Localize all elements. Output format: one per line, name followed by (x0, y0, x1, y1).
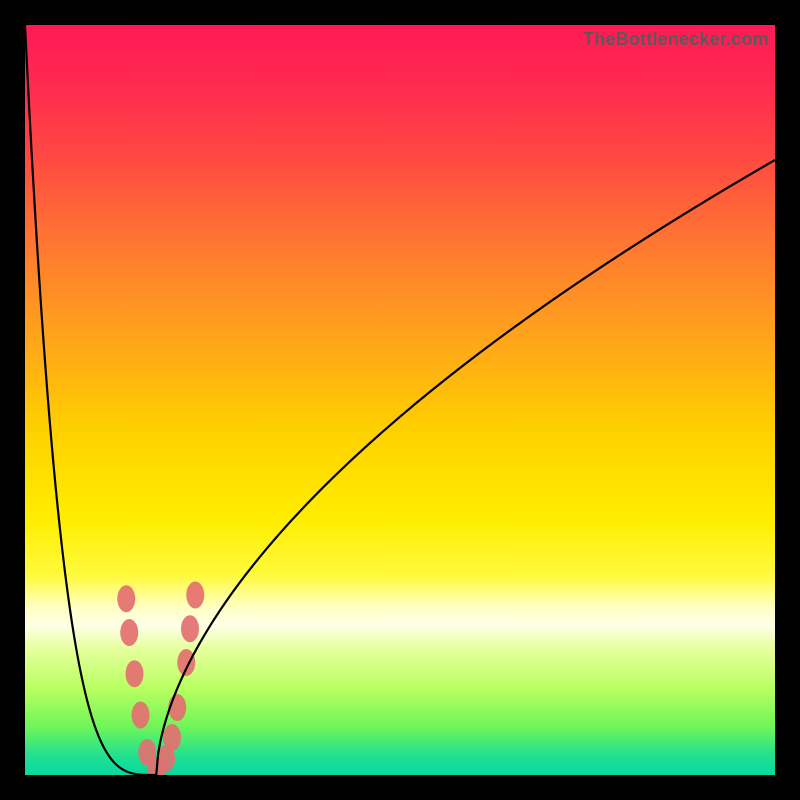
data-markers (117, 582, 204, 776)
marker-7 (163, 724, 181, 751)
chart-frame: TheBottlenecker.com (0, 0, 800, 800)
marker-10 (181, 615, 199, 642)
marker-2 (126, 660, 144, 687)
marker-1 (120, 619, 138, 646)
watermark-text: TheBottlenecker.com (583, 29, 769, 50)
marker-0 (117, 585, 135, 612)
marker-11 (186, 582, 204, 609)
marker-9 (177, 649, 195, 676)
curve-layer (25, 25, 775, 775)
plot-area: TheBottlenecker.com (25, 25, 775, 775)
marker-3 (132, 702, 150, 729)
